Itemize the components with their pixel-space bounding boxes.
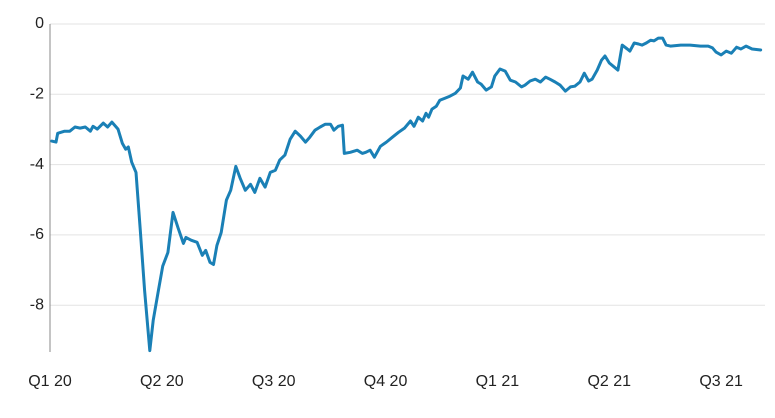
data-line xyxy=(50,36,763,353)
x-tick-label: Q1 20 xyxy=(28,373,72,390)
y-tick-label: 0 xyxy=(35,15,44,32)
x-tick-label: Q4 20 xyxy=(364,373,408,390)
y-tick-label: -2 xyxy=(30,86,44,103)
x-tick-label: Q3 20 xyxy=(252,373,296,390)
y-tick-label: -6 xyxy=(30,226,44,243)
y-tick-label: -4 xyxy=(30,156,44,173)
x-tick-label: Q3 21 xyxy=(699,373,743,390)
x-tick-label: Q2 20 xyxy=(140,373,184,390)
x-tick-label: Q1 21 xyxy=(476,373,520,390)
y-tick-label: -8 xyxy=(30,296,44,313)
x-tick-label: Q2 21 xyxy=(587,373,631,390)
